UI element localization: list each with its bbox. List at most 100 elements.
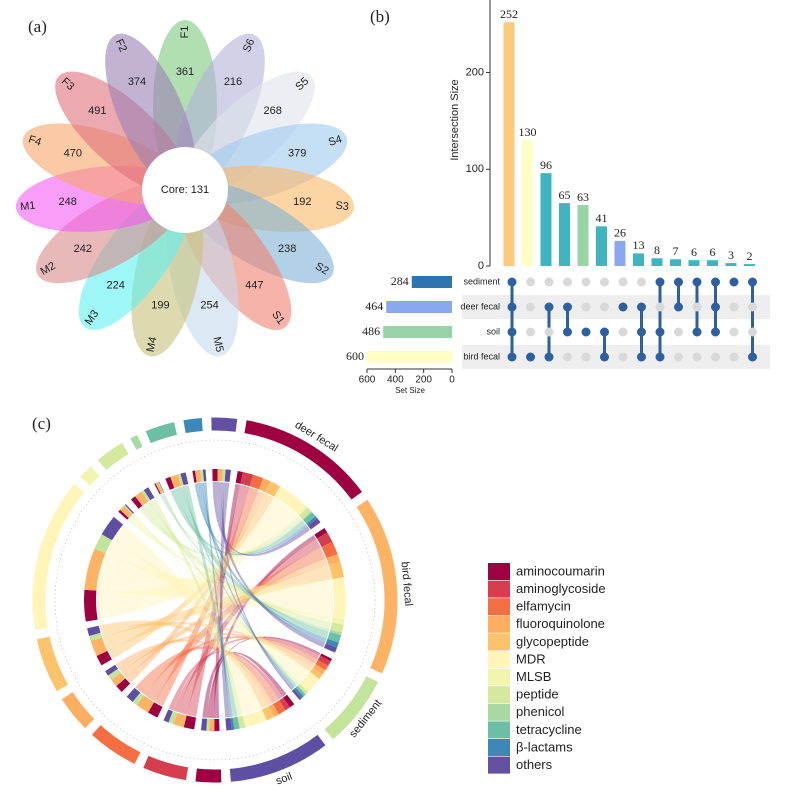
petal-label: M4 xyxy=(145,336,160,353)
inner-segment xyxy=(330,622,344,633)
chord xyxy=(214,483,241,718)
inner-segment xyxy=(320,653,333,662)
petal-label: M1 xyxy=(20,200,36,214)
sector-arc xyxy=(130,434,143,450)
matrix-dot xyxy=(748,327,757,337)
inner-segment xyxy=(293,687,304,699)
inner-segment xyxy=(143,487,155,501)
matrix-dot xyxy=(526,352,535,362)
matrix-dot xyxy=(618,302,628,312)
matrix-dot xyxy=(544,302,554,312)
chord xyxy=(126,490,266,683)
matrix-dot xyxy=(655,327,665,337)
inner-segment xyxy=(279,697,290,711)
inner-segment xyxy=(328,561,344,580)
set-tick-label: 400 xyxy=(387,375,404,386)
y-tick-label: 100 xyxy=(466,163,484,175)
legend-swatch xyxy=(488,756,510,774)
chord xyxy=(204,482,233,718)
bar-label: 8 xyxy=(654,243,660,257)
matrix-dot xyxy=(692,352,702,362)
inner-segment xyxy=(302,511,313,521)
chord xyxy=(173,636,320,712)
set-bar xyxy=(367,351,452,363)
inner-segment xyxy=(325,638,339,648)
sector-label: soil xyxy=(274,770,294,787)
inner-segment xyxy=(321,541,338,559)
bar-label: 2 xyxy=(747,249,753,263)
set-bar xyxy=(411,276,452,288)
chord xyxy=(132,514,300,684)
inner-segment xyxy=(126,687,141,702)
inner-segment xyxy=(314,527,328,539)
petal-value: 379 xyxy=(288,147,306,159)
set-tick-label: 200 xyxy=(415,375,432,386)
matrix-dot xyxy=(581,277,591,287)
bar xyxy=(725,263,737,266)
bar xyxy=(707,260,718,266)
matrix-dot xyxy=(581,352,591,362)
inner-segment xyxy=(155,482,164,495)
set-name: deer fecal xyxy=(460,301,500,311)
panel-label: (a) xyxy=(28,17,47,36)
petal-label: S3 xyxy=(335,200,350,213)
matrix-dot xyxy=(563,352,572,362)
bar-label: 130 xyxy=(519,125,537,139)
matrix-dot xyxy=(674,277,683,287)
inner-segment xyxy=(299,507,312,520)
matrix-dot xyxy=(729,327,739,337)
matrix-dot xyxy=(526,277,535,287)
legend-swatch xyxy=(488,651,510,668)
chord xyxy=(219,482,231,718)
inner-segment xyxy=(177,473,184,486)
set-bar xyxy=(383,326,452,338)
matrix-dot xyxy=(544,277,554,287)
chord xyxy=(106,540,310,683)
inner-segment xyxy=(111,672,126,687)
matrix-dot xyxy=(507,352,517,362)
bar xyxy=(688,260,700,266)
bar-label: 65 xyxy=(559,188,571,202)
legend-swatch xyxy=(488,668,510,686)
inner-segment xyxy=(316,532,333,548)
chord xyxy=(118,632,315,672)
inner-segment xyxy=(329,629,342,636)
matrix-dot xyxy=(526,302,535,312)
inner-segment xyxy=(116,678,131,692)
inner-segment xyxy=(297,685,307,695)
inner-segment xyxy=(306,516,318,526)
panel-label: (b) xyxy=(370,7,390,26)
inner-segment xyxy=(323,643,337,653)
inner-segment xyxy=(235,470,243,484)
sector-arc xyxy=(244,420,362,500)
chord xyxy=(97,497,297,620)
bar xyxy=(522,140,533,266)
y-axis-title: Intersection Size xyxy=(449,79,461,160)
matrix-dot xyxy=(711,327,720,337)
legend-label: β-lactams xyxy=(516,739,573,754)
matrix-dot xyxy=(748,277,757,287)
inner-segment xyxy=(118,509,129,520)
matrix-dot xyxy=(729,302,739,312)
bar-label: 26 xyxy=(614,226,626,240)
inner-segment xyxy=(168,711,178,725)
matrix-dot xyxy=(544,352,554,362)
petal-value: 192 xyxy=(293,196,311,208)
petal-value: 242 xyxy=(74,243,92,255)
sector-arc xyxy=(97,442,129,471)
inner-segment xyxy=(147,702,163,718)
inner-segment xyxy=(312,663,326,675)
set-size-label: 486 xyxy=(362,324,380,338)
inner-segment xyxy=(258,478,271,493)
petal-value: 447 xyxy=(245,279,263,291)
matrix-dot xyxy=(655,277,665,287)
inner-guide xyxy=(54,439,376,761)
matrix-dot xyxy=(729,352,739,362)
inner-segment xyxy=(136,695,155,713)
chord xyxy=(139,506,302,558)
inner-segment xyxy=(123,504,134,515)
y-tick-label: 0 xyxy=(478,260,484,272)
matrix-dot xyxy=(600,302,609,312)
sector-arc xyxy=(61,692,95,729)
